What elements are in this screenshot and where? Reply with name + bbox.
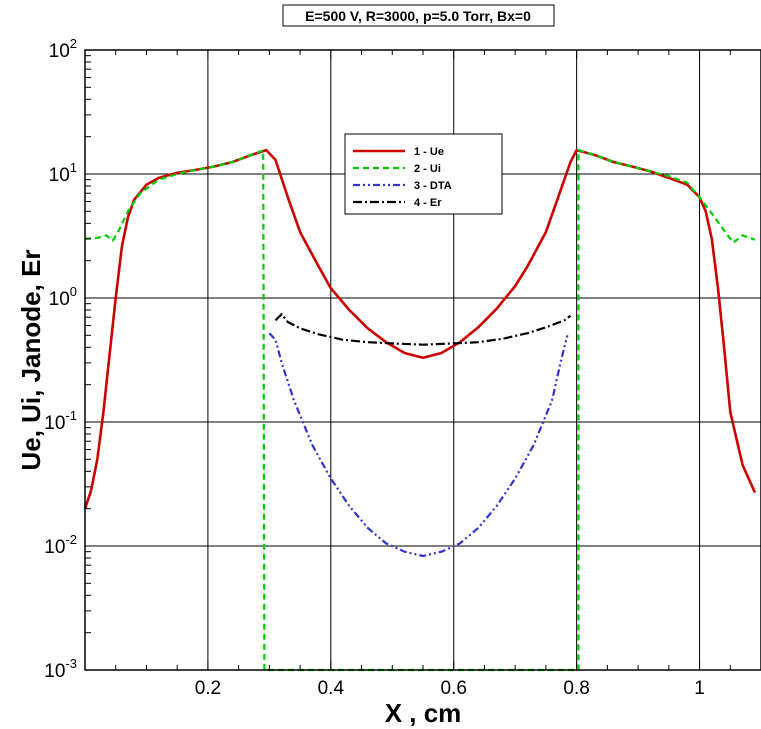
y-tick-label: 10-3 (44, 656, 77, 682)
chart-title: E=500 V, R=3000, p=5.0 Torr, Bx=0 (305, 8, 531, 24)
y-tick-label: 100 (49, 284, 77, 310)
legend-entry: 1 - Ue (414, 146, 444, 158)
legend: 1 - Ue 2 - Ui 3 - DTA 4 - Er (344, 133, 503, 215)
y-axis-label: Ue, Ui, Janode, Er (16, 249, 46, 470)
series-line (84, 149, 756, 672)
series-line (268, 332, 569, 558)
y-tick-label: 10-2 (44, 532, 77, 558)
series-layer (83, 148, 757, 672)
chart-title-group: E=500 V, R=3000, p=5.0 Torr, Bx=0 (282, 4, 555, 27)
tick-layer: 0.2 0.4 0.6 0.8 1 10-3 10-2 10-1 100 101 102 (44, 36, 731, 699)
legend-entry: 4 - Er (414, 197, 442, 209)
chart-title-box (282, 4, 555, 27)
y-tick-label: 101 (49, 160, 77, 186)
legend-box (344, 133, 503, 215)
x-axis-label: X , cm (385, 698, 462, 728)
y-tick-label: 10-1 (44, 408, 77, 434)
series-line (274, 313, 572, 346)
x-tick-label: 1 (694, 678, 705, 699)
x-tick-label: 0.6 (441, 678, 467, 699)
legend-entry: 2 - Ui (414, 163, 441, 175)
y-tick-label: 102 (49, 36, 77, 62)
x-tick-label: 0.4 (318, 678, 345, 699)
x-tick-label: 0.8 (563, 678, 589, 699)
legend-entry: 3 - DTA (414, 180, 452, 192)
x-tick-label: 0.2 (195, 678, 221, 699)
